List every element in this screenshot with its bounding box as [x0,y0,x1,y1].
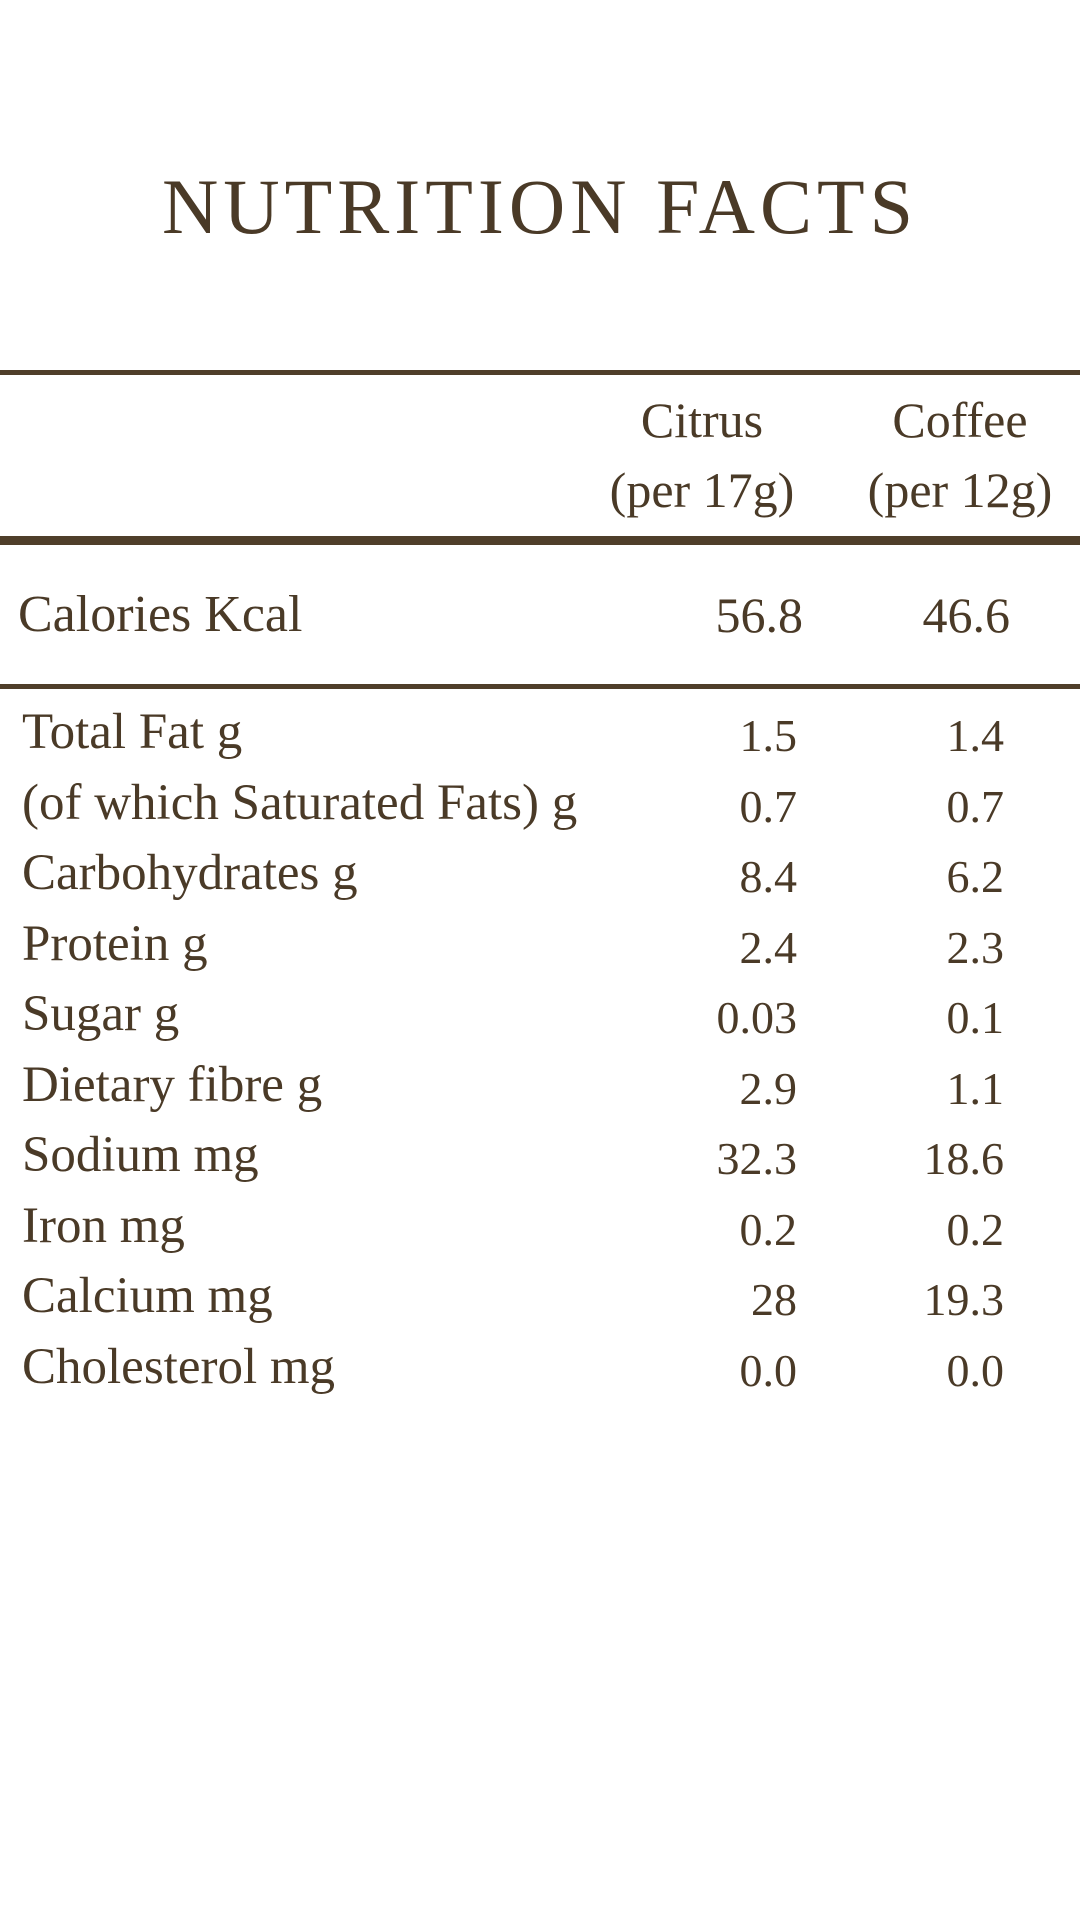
nutrient-row-protein: Protein g 2.4 2.3 [0,909,1080,980]
column-name-coffee: Coffee [892,392,1028,448]
nutrient-label: Dietary fibre g [22,1056,323,1113]
nutrient-citrus-value: 0.03 [716,992,798,1043]
nutrient-row-calcium: Calcium mg 28 19.3 [0,1261,1080,1332]
nutrient-citrus-value: 0.2 [739,1203,798,1255]
column-serving-coffee: (per 12g) [867,462,1053,518]
nutrient-coffee-value: 0.7 [946,780,1005,832]
header-rule [0,536,1080,545]
nutrient-row-dietary-fibre: Dietary fibre g 2.9 1.1 [0,1050,1080,1121]
column-header-coffee: Coffee (per 12g) [850,385,1070,525]
nutrient-row-sugar: Sugar g 0.03 0.1 [0,979,1080,1050]
nutrient-label: Protein g [22,915,208,972]
nutrient-row-saturated-fats: (of which Saturated Fats) g 0.7 0.7 [0,768,1080,839]
nutrient-citrus-value: 2.9 [739,1062,798,1114]
nutrient-coffee-value: 0.1 [946,992,1005,1043]
nutrient-citrus-value: 8.4 [739,851,798,902]
nutrient-label: Sugar g [22,986,180,1042]
nutrient-label: (of which Saturated Fats) g [22,774,578,831]
nutrient-label: Total Fat g [22,704,243,760]
nutrient-label: Sodium mg [22,1127,259,1183]
column-serving-citrus: (per 17g) [609,462,795,518]
nutrient-coffee-value: 1.4 [946,710,1005,761]
nutrient-row-sodium: Sodium mg 32.3 18.6 [0,1120,1080,1191]
nutrient-list: Total Fat g 1.5 1.4 (of which Saturated … [0,697,1080,1402]
nutrient-row-total-fat: Total Fat g 1.5 1.4 [0,697,1080,768]
calories-rule [0,684,1080,689]
nutrient-coffee-value: 6.2 [946,851,1005,902]
nutrient-label: Cholesterol mg [22,1338,336,1395]
nutrient-coffee-value: 0.0 [946,1344,1005,1396]
column-name-citrus: Citrus [640,392,764,448]
nutrient-citrus-value: 0.0 [739,1344,798,1396]
nutrient-citrus-value: 32.3 [716,1133,798,1184]
page-title: NUTRITION FACTS [161,163,919,251]
nutrient-row-iron: Iron mg 0.2 0.2 [0,1191,1080,1262]
column-header-citrus: Citrus (per 17g) [592,385,812,525]
table-top-rule [0,370,1080,375]
nutrient-row-cholesterol: Cholesterol mg 0.0 0.0 [0,1332,1080,1403]
nutrient-citrus-value: 28 [751,1274,797,1325]
nutrient-label: Calcium mg [22,1268,273,1324]
nutrient-coffee-value: 1.1 [946,1062,1005,1114]
calories-label: Calories Kcal [18,586,303,643]
nutrient-coffee-value: 19.3 [923,1274,1005,1325]
nutrient-label: Carbohydrates g [22,845,358,901]
nutrient-row-carbohydrates: Carbohydrates g 8.4 6.2 [0,838,1080,909]
nutrient-citrus-value: 1.5 [739,710,798,761]
calories-coffee-value: 46.6 [922,587,1011,643]
nutrient-citrus-value: 0.7 [739,780,798,832]
nutrient-coffee-value: 0.2 [946,1203,1005,1255]
calories-citrus-value: 56.8 [715,587,804,643]
nutrient-coffee-value: 18.6 [923,1133,1005,1184]
nutrient-coffee-value: 2.3 [946,921,1005,973]
nutrient-citrus-value: 2.4 [739,921,798,973]
nutrient-label: Iron mg [22,1197,185,1254]
